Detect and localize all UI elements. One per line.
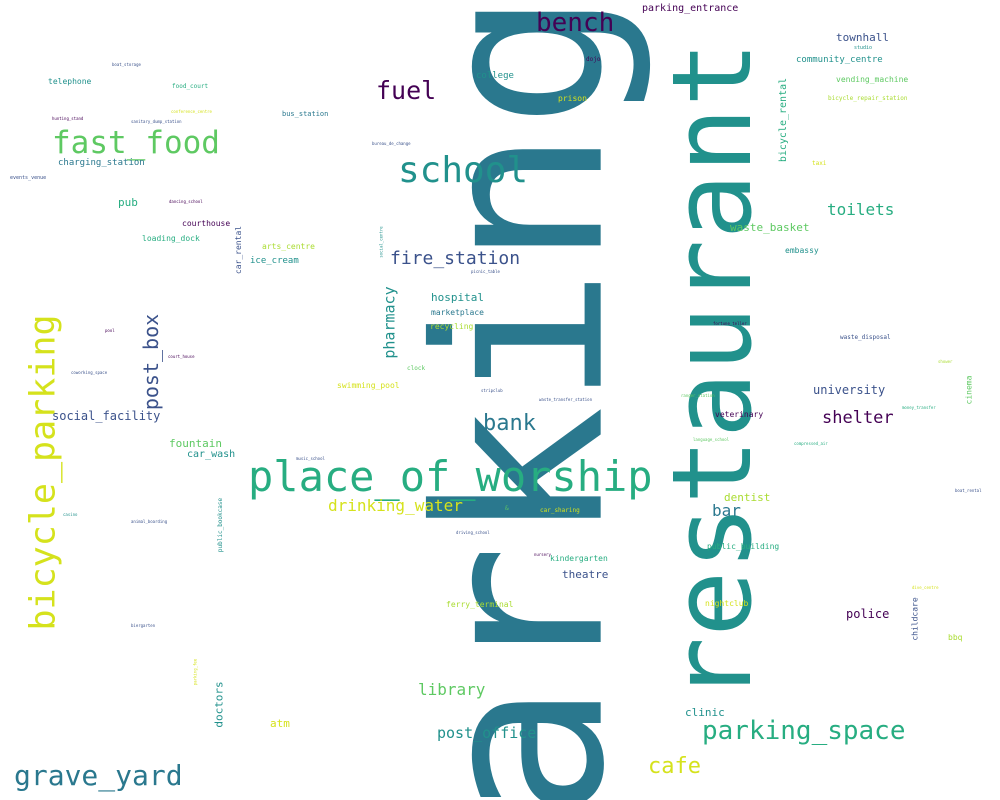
word-pool: pool bbox=[105, 328, 115, 333]
word-loading-dock: loading_dock bbox=[142, 234, 200, 243]
word-embassy: embassy bbox=[785, 246, 819, 255]
word-bicycle-rental: bicycle_rental bbox=[778, 77, 790, 163]
word-waste-transfer-station: waste_transfer_station bbox=[539, 397, 592, 402]
word-doctors: doctors bbox=[212, 681, 226, 728]
word-picnic-table: picnic_table bbox=[471, 269, 500, 274]
word-conference-centre: conference_centre bbox=[171, 109, 212, 114]
word-childcare: childcare bbox=[910, 597, 920, 641]
word-charging-station: charging_station bbox=[58, 158, 145, 168]
word-nursery: nursery bbox=[534, 552, 551, 557]
word-university: university bbox=[813, 383, 886, 397]
word-biergarten: biergarten bbox=[131, 623, 156, 628]
word-food-court: food_court bbox=[172, 83, 209, 90]
word-boat-storage: boat_storage bbox=[112, 62, 141, 67]
word-social-centre: social_centre bbox=[378, 226, 384, 258]
word-public-building: public_building bbox=[707, 542, 780, 551]
word-prison: prison bbox=[558, 94, 587, 103]
word-bench: bench bbox=[536, 8, 615, 38]
word-hunting-stand: hunting_stand bbox=[52, 116, 84, 121]
word-vending-machine: vending_machine bbox=[836, 75, 909, 84]
word-animal-boarding: animal_boarding bbox=[131, 519, 168, 524]
word-ice-cream: ice_cream bbox=[250, 256, 299, 266]
word-telephone: telephone bbox=[48, 77, 92, 86]
word-stripclub: stripclub bbox=[481, 388, 503, 393]
word-theatre: theatre bbox=[562, 568, 609, 581]
word-bureau-de-change: bureau_de_change bbox=[372, 141, 411, 146]
word-court-house: court_house bbox=[168, 354, 195, 359]
word-cafe: cafe bbox=[648, 754, 701, 779]
word-grave-yard: grave_yard bbox=[14, 759, 183, 792]
word-music-school: music_school bbox=[296, 456, 325, 461]
word-dive-centre: dive_centre bbox=[912, 585, 939, 590]
word-dojo: dojo bbox=[586, 56, 601, 63]
word-money-transfer: money_transfer bbox=[902, 405, 936, 410]
word-social-facility: social_facility bbox=[52, 409, 161, 423]
word-townhall: townhall bbox=[836, 31, 889, 44]
word-parking-space: parking_space bbox=[702, 716, 906, 746]
word-veterinary: veterinary bbox=[715, 410, 764, 419]
word-bicycle-repair-station: bicycle_repair_station bbox=[828, 95, 908, 102]
word-hospital: hospital bbox=[431, 291, 484, 304]
word-ampersand: & bbox=[505, 505, 509, 512]
word-place-of-worship: place_of_worship bbox=[248, 452, 653, 501]
word-nightclub: nightclub bbox=[705, 599, 749, 608]
word-atm: atm bbox=[270, 717, 290, 730]
word-community-centre: community_centre bbox=[796, 55, 883, 65]
word-studio: studio bbox=[854, 45, 873, 51]
word-events-venue: events_venue bbox=[10, 175, 47, 181]
word-fast-food: fast_food bbox=[52, 125, 220, 161]
word-car-sharing: car_sharing bbox=[540, 507, 580, 514]
word-pub: pub bbox=[118, 196, 138, 209]
word-arts-centre: arts_centre bbox=[262, 242, 315, 251]
word-shower: shower bbox=[938, 359, 953, 364]
word-marketplace: marketplace bbox=[431, 308, 484, 317]
word-boat-rental: boat_rental bbox=[955, 488, 982, 493]
word-dentist: dentist bbox=[724, 491, 771, 504]
word-school: school bbox=[398, 150, 529, 191]
word-swimming-pool: swimming_pool bbox=[337, 381, 400, 390]
word-clinic: clinic bbox=[685, 706, 725, 719]
word-bank: bank bbox=[483, 411, 536, 436]
word-bicycle-parking: bicycle_parking bbox=[23, 314, 64, 631]
word-police: police bbox=[846, 607, 890, 621]
word-cinema: cinema bbox=[964, 375, 974, 405]
word-fire-station: fire_station bbox=[390, 248, 521, 269]
word-toilets: toilets bbox=[827, 200, 895, 219]
word-courthouse: courthouse bbox=[182, 219, 231, 228]
word-sanitary-dump-station: sanitary_dump_station bbox=[131, 119, 182, 124]
word-car-wash: car_wash bbox=[187, 449, 236, 460]
word-fuel: fuel bbox=[376, 76, 437, 105]
word-parking-entrance: parking_entrance bbox=[642, 3, 739, 14]
word-car-rental: car_rental bbox=[234, 225, 244, 275]
word-bbq: bbq bbox=[948, 633, 963, 642]
word-post-box: post_box bbox=[139, 313, 164, 411]
word-bar: bar bbox=[712, 501, 741, 520]
word-pharmacy: pharmacy bbox=[380, 286, 399, 359]
word-taxi: taxi bbox=[812, 160, 827, 167]
word-language-school: language_school bbox=[693, 437, 730, 442]
word-casino: casino bbox=[63, 512, 78, 517]
word-clock: clock bbox=[407, 365, 426, 372]
word-public-bookcase: public_bookcase bbox=[217, 497, 225, 553]
word-ranger-station: ranger_station bbox=[681, 393, 715, 398]
word-kindergarten: kindergarten bbox=[550, 554, 608, 563]
word-dancing-school: dancing_school bbox=[169, 199, 203, 204]
word-drinking-water: drinking_water bbox=[328, 496, 463, 515]
word-recycling: recycling bbox=[430, 322, 474, 331]
word-waste-disposal: waste_disposal bbox=[840, 334, 891, 341]
word-driving-school: driving_school bbox=[456, 530, 490, 535]
word-bus-station: bus_station bbox=[282, 110, 329, 118]
word-compressed-air: compressed_air bbox=[794, 441, 828, 446]
word-library: library bbox=[418, 680, 486, 699]
word-coworking-space: coworking_space bbox=[71, 370, 108, 375]
word-fortune-teller: fortune_teller bbox=[713, 321, 747, 326]
word-waste-basket: waste_basket bbox=[730, 221, 810, 234]
word-ferry-terminal: ferry_terminal bbox=[446, 600, 514, 609]
word-college: college bbox=[476, 71, 514, 81]
word-parking-fee: parking_fee bbox=[192, 658, 198, 686]
word-post-office: post_office bbox=[437, 724, 537, 742]
word-fountain: fountain bbox=[169, 437, 222, 450]
word-shelter: shelter bbox=[822, 408, 894, 428]
